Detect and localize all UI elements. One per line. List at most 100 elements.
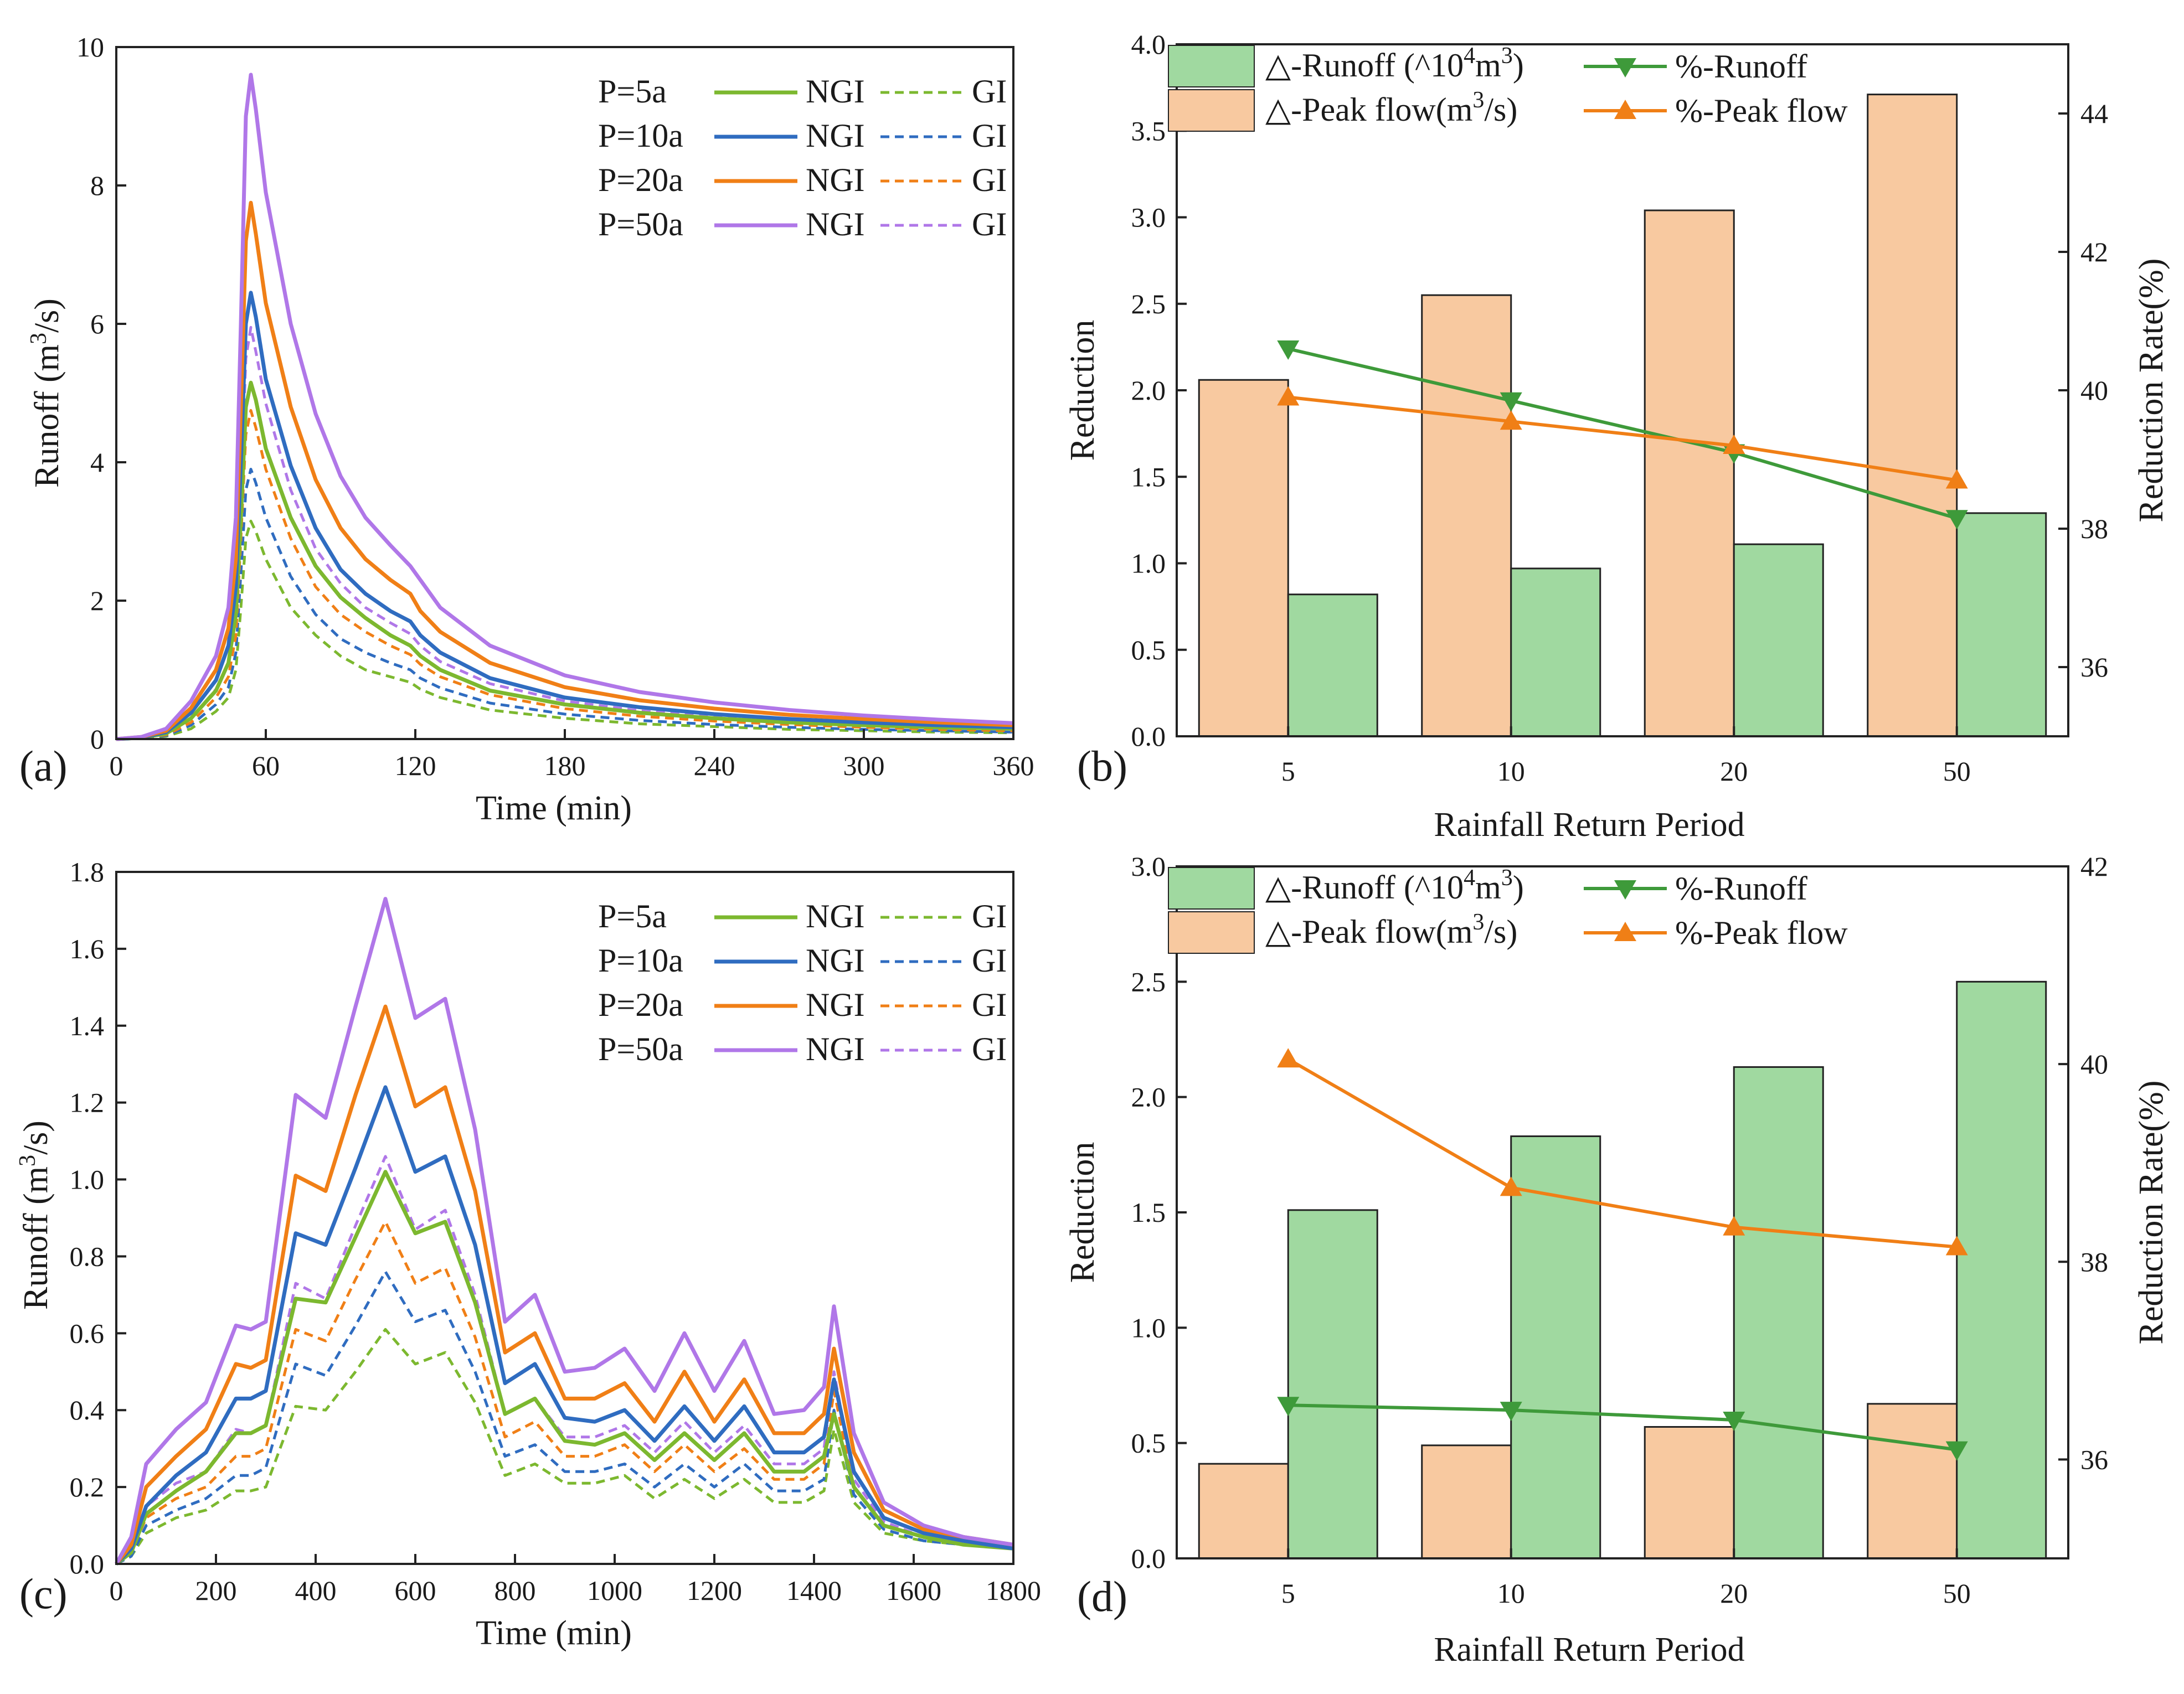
series-line-p10-gi	[116, 468, 1014, 741]
series-line-p50-ngi	[116, 73, 1014, 741]
bar-runoff	[1510, 567, 1601, 737]
legend-ngi-label: NGI	[806, 1031, 865, 1067]
right-y-tick-label: 42	[2080, 236, 2108, 267]
panel-d-letter: (d)	[1077, 1572, 1127, 1620]
legend-label-p5: P=5a	[598, 73, 667, 110]
y-tick-label: 1.5	[1131, 461, 1166, 492]
legend-runoff-bar-text: m	[1475, 47, 1501, 84]
y-tick-label: 1.0	[1131, 1312, 1166, 1343]
legend-runoff-bar-text: △-Runoff (^10	[1265, 869, 1464, 906]
x-tick-label: 300	[843, 750, 885, 781]
y-tick-label: 1.8	[70, 856, 105, 887]
y-tick-label: 1.0	[1131, 548, 1166, 579]
legend-gi-label: GI	[972, 1031, 1007, 1067]
legend-ngi-label: NGI	[806, 987, 865, 1023]
rate-marker-runoff	[1500, 392, 1522, 412]
y-tick-label: 1.4	[70, 1010, 105, 1041]
x-tick-label: 50	[1943, 756, 1971, 787]
rate-line-peak-flow	[1287, 1057, 1958, 1249]
y-tick-label: 2	[90, 585, 104, 616]
panel-d-right-axis-label: Reduction Rate(%)	[2133, 1081, 2170, 1345]
panel-b-x-axis-label: Rainfall Return Period	[1434, 806, 1744, 844]
legend-swatch-peak-bar	[1168, 911, 1255, 954]
x-tick-label: 240	[694, 750, 735, 781]
series-line-p5-ngi	[115, 1170, 1014, 1566]
y-tick-label: 2.0	[1131, 1082, 1166, 1113]
bar-peak-flow	[1867, 94, 1958, 737]
legend-runoff-bar-label: △-Runoff (^104m3)	[1265, 865, 1524, 906]
series-line-p20-gi	[115, 1220, 1014, 1565]
legend-label-p20: P=20a	[598, 162, 683, 198]
y-tick-label: 0.2	[70, 1471, 105, 1502]
legend-marker-runoff-line	[1614, 58, 1636, 78]
x-tick-label: 360	[993, 750, 1034, 781]
x-tick-label: 20	[1720, 1578, 1748, 1609]
panel-b-letter: (b)	[1077, 742, 1127, 790]
panel-a-x-axis-label: Time (min)	[476, 789, 632, 827]
panel-a-runoff-hydrograph: 0 60 120 180 240 300 360 0 2 4 6 8 10 Time (min) Run…	[19, 32, 1034, 827]
series-line-p20-ngi	[115, 1004, 1014, 1566]
y-tick-label: 0	[90, 724, 104, 755]
legend-gi-label: GI	[972, 987, 1007, 1023]
legend-runoff-bar-text: 3	[1501, 43, 1513, 69]
x-tick-label: 1600	[886, 1575, 941, 1606]
panel-a-y-axis-label: Runoff (m3/s)	[26, 298, 66, 488]
y-tick-label: 0.0	[70, 1548, 105, 1579]
bar-runoff	[1287, 1209, 1378, 1559]
legend-runoff-bar-text: )	[1513, 869, 1524, 906]
legend-label-p50: P=50a	[598, 1031, 683, 1067]
panel-c-runoff-hydrograph: 0 200 400 600 800 1000 1200 1400 1600 1800 0.0 0.2 0…	[15, 856, 1041, 1652]
legend-label-p10: P=10a	[598, 117, 683, 154]
legend-peak-line-label: %-Peak flow	[1675, 92, 1848, 129]
y-tick-label: 0.4	[70, 1395, 105, 1426]
panel-c-frame	[115, 871, 1014, 1565]
x-tick-label: 10	[1497, 756, 1525, 787]
rate-marker-peak-flow	[1945, 1236, 1968, 1256]
legend-marker-runoff-line	[1614, 880, 1636, 900]
series-line-p5-gi	[115, 1328, 1014, 1566]
y-tick-label: 6	[90, 308, 104, 339]
legend-runoff-bar-text: m	[1475, 869, 1501, 906]
x-tick-label: 1000	[587, 1575, 642, 1606]
bar-runoff	[1287, 593, 1378, 737]
legend-runoff-line-label: %-Runoff	[1675, 48, 1807, 85]
panel-c-letter: (c)	[19, 1569, 68, 1618]
legend-gi-label: GI	[972, 162, 1007, 198]
bar-peak-flow	[1421, 294, 1512, 737]
panel-b-y-axis-label: Reduction	[1064, 320, 1101, 461]
right-y-tick-label: 36	[2080, 1444, 2108, 1475]
y-tick-label: 3.0	[1131, 851, 1166, 882]
x-tick-label: 0	[110, 1575, 123, 1606]
legend-peak-bar-text: △-Peak flow(m	[1265, 913, 1472, 950]
legend-label-p5: P=5a	[598, 898, 667, 934]
x-tick-label: 5	[1281, 756, 1295, 787]
x-tick-label: 400	[295, 1575, 337, 1606]
right-y-tick-label: 38	[2080, 513, 2108, 544]
right-y-tick-label: 36	[2080, 652, 2108, 683]
legend-label-p20: P=20a	[598, 987, 683, 1023]
rate-line-runoff	[1287, 347, 1958, 520]
y-tick-label: 8	[90, 170, 104, 201]
x-tick-label: 0	[110, 750, 123, 781]
rate-line-runoff	[1288, 1403, 1958, 1452]
legend-ngi-label: NGI	[806, 942, 865, 979]
panel-d-y-axis-label: Reduction	[1064, 1142, 1101, 1283]
bar-peak-flow	[1198, 379, 1289, 737]
x-tick-label: 200	[195, 1575, 237, 1606]
series-line-p10-gi	[115, 1270, 1014, 1566]
y-tick-label: 1.5	[1131, 1197, 1166, 1228]
rate-marker-runoff	[1723, 1412, 1745, 1431]
x-tick-label: 1800	[986, 1575, 1041, 1606]
x-tick-label: 1400	[786, 1575, 842, 1606]
rate-marker-runoff	[1277, 1397, 1300, 1417]
legend-ngi-label: NGI	[806, 162, 865, 198]
rate-marker-peak-flow	[1500, 1176, 1522, 1196]
y-tick-label: 3.0	[1131, 202, 1166, 233]
bar-peak-flow	[1644, 209, 1735, 737]
legend-gi-label: GI	[972, 942, 1007, 979]
bar-peak-flow	[1644, 1426, 1735, 1559]
legend-peak-bar-text: /s)	[1484, 91, 1517, 128]
rate-marker-runoff	[1500, 1402, 1522, 1422]
series-line-p10-ngi	[115, 1085, 1014, 1566]
right-y-tick-label: 42	[2080, 851, 2108, 882]
